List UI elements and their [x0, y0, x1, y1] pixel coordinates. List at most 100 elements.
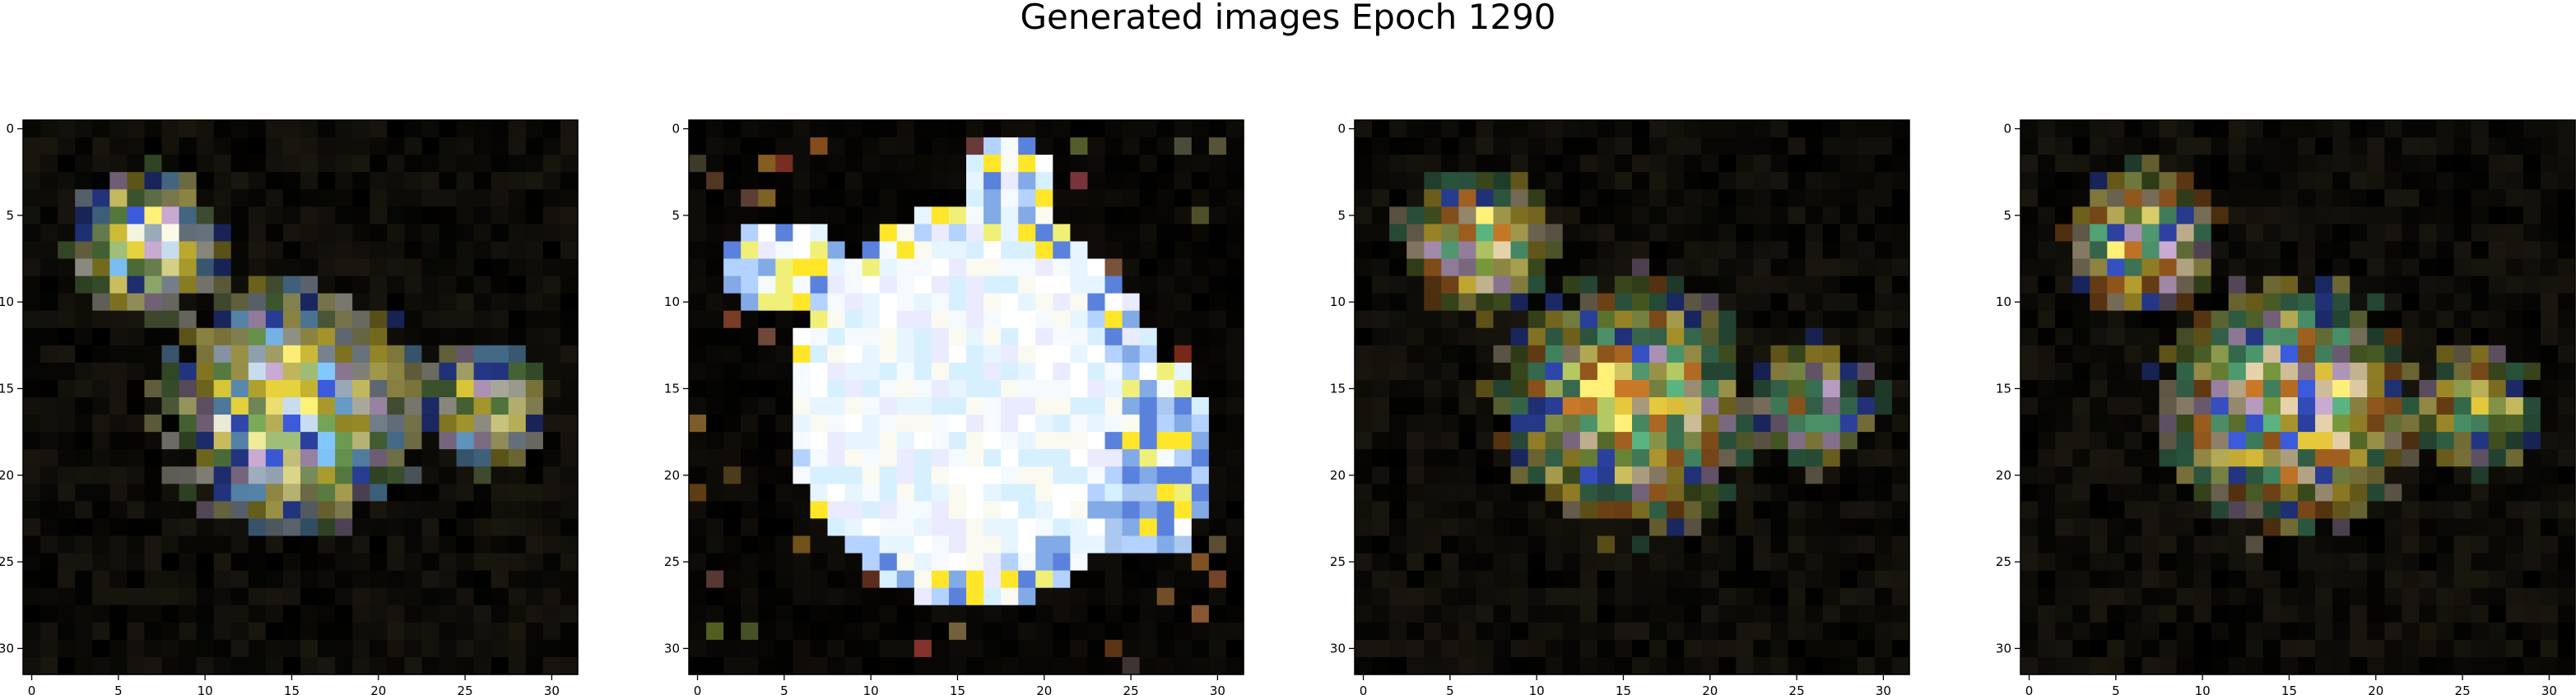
pixel — [1372, 449, 1390, 467]
pixel — [2228, 466, 2247, 484]
pixel — [2245, 449, 2264, 467]
pixel — [2055, 137, 2073, 155]
pixel — [2384, 120, 2402, 138]
pixel — [2262, 379, 2281, 398]
pixel — [421, 484, 440, 502]
pixel — [352, 258, 370, 277]
pixel — [1389, 206, 1407, 225]
pixel — [879, 587, 898, 606]
pixel — [810, 137, 829, 155]
pixel — [1614, 241, 1633, 260]
figure-title: Generated images Epoch 1290 — [1020, 0, 1556, 37]
pixel — [2367, 137, 2385, 155]
pixel — [1649, 276, 1667, 294]
pixel — [2453, 137, 2472, 155]
pixel — [1770, 345, 1789, 364]
pixel — [196, 224, 215, 243]
pixel — [1667, 155, 1685, 173]
pixel — [1156, 535, 1175, 554]
pixel — [1839, 241, 1858, 260]
pixel — [1104, 639, 1123, 658]
pixel — [1632, 397, 1650, 415]
pixel — [491, 656, 509, 675]
pixel — [844, 639, 863, 658]
pixel — [2419, 137, 2438, 155]
pixel — [1104, 206, 1123, 225]
pixel — [2419, 570, 2438, 589]
pixel — [23, 241, 41, 260]
pixel — [1087, 310, 1106, 329]
pixel — [1805, 553, 1824, 572]
pixel — [844, 397, 863, 415]
pixel — [983, 501, 1002, 520]
pixel — [1407, 484, 1425, 502]
pixel — [92, 553, 110, 572]
pixel — [1874, 241, 1893, 260]
pixel — [508, 241, 527, 260]
pixel — [1407, 656, 1425, 675]
pixel — [1770, 656, 1789, 675]
pixel — [2315, 639, 2333, 658]
pixel — [758, 501, 776, 520]
pixel — [1788, 310, 1806, 329]
pixel — [2176, 379, 2195, 398]
pixel — [58, 484, 76, 502]
pixel — [265, 535, 284, 554]
pixel — [758, 258, 776, 277]
pixel — [2107, 276, 2125, 294]
pixel — [2038, 432, 2056, 450]
pixel — [775, 327, 793, 346]
pixel — [40, 432, 58, 450]
pixel — [1355, 120, 1373, 138]
pixel — [2280, 466, 2299, 484]
pixel — [758, 224, 776, 243]
pixel — [793, 570, 811, 589]
pixel — [1389, 362, 1407, 381]
pixel — [2280, 397, 2299, 415]
pixel — [2141, 327, 2160, 346]
pixel — [1701, 432, 1719, 450]
pixel — [525, 415, 544, 433]
pixel — [2262, 432, 2281, 450]
pixel — [2176, 587, 2195, 606]
pixel — [793, 639, 811, 658]
pixel — [1614, 449, 1633, 467]
pixel — [1389, 466, 1407, 484]
pixel — [2072, 137, 2090, 155]
pixel — [1424, 345, 1442, 364]
pixel — [1424, 189, 1442, 207]
pixel — [2280, 362, 2299, 381]
pixel — [1736, 397, 1755, 415]
pixel — [948, 432, 967, 450]
pixel — [879, 155, 898, 173]
pixel — [179, 432, 198, 450]
pixel — [2350, 415, 2368, 433]
pixel — [2298, 362, 2316, 381]
pixel — [1545, 605, 1564, 623]
pixel — [1458, 224, 1477, 243]
pixel — [844, 415, 863, 433]
pixel — [352, 362, 370, 381]
pixel — [966, 155, 984, 173]
pixel — [387, 449, 405, 467]
pixel — [213, 587, 232, 606]
pixel — [1104, 605, 1123, 623]
pixel — [2090, 293, 2108, 312]
pixel — [1753, 206, 1772, 225]
pixel — [2124, 276, 2143, 294]
pixel — [1527, 415, 1546, 433]
pixel — [2141, 535, 2160, 554]
pixel — [1545, 241, 1564, 260]
pixel — [2280, 379, 2299, 398]
pixel — [2332, 379, 2350, 398]
pixel — [23, 137, 41, 155]
pixel — [2505, 484, 2524, 502]
pixel — [525, 224, 544, 243]
pixel — [542, 345, 561, 364]
pixel — [1053, 137, 1071, 155]
pixel — [1857, 310, 1876, 329]
pixel — [404, 120, 423, 138]
pixel — [2245, 605, 2264, 623]
pixel — [2262, 258, 2281, 277]
